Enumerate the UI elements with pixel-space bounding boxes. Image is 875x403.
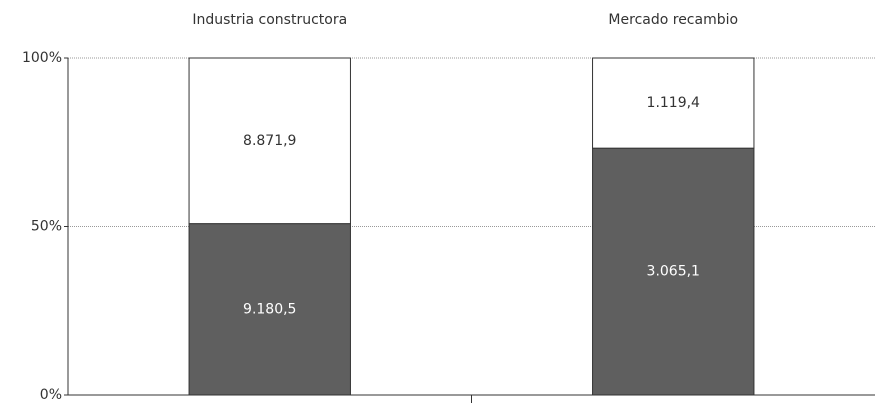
bar-segment	[188, 57, 351, 225]
bar-segment	[592, 57, 755, 149]
bar-segment	[188, 223, 351, 396]
y-tick-label: 100%	[22, 50, 62, 66]
value-label: 8.871,9	[243, 133, 296, 149]
category-label: Industria constructora	[192, 12, 347, 28]
category-label: Mercado recambio	[608, 12, 738, 28]
value-label: 1.119,4	[647, 95, 701, 111]
value-label: 9.180,5	[243, 301, 296, 317]
y-tick-label: 50%	[31, 219, 62, 235]
y-tick-label: 0%	[40, 387, 62, 403]
bar-segment	[592, 147, 755, 396]
value-label: 3.065,1	[647, 264, 700, 280]
